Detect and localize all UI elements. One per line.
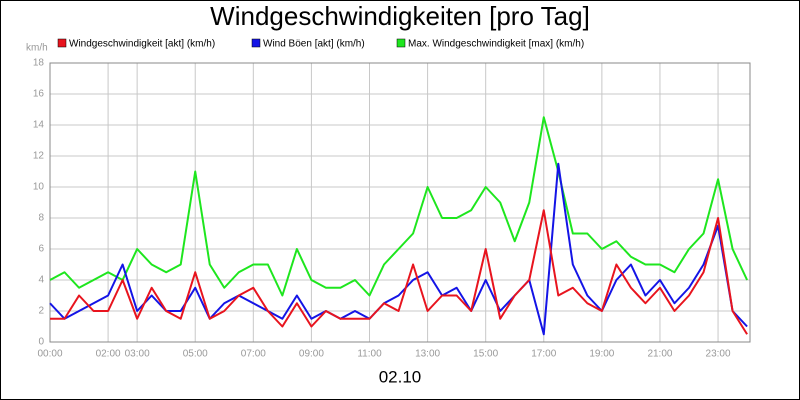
plot-area: [50, 63, 750, 342]
legend-label: Max. Windgeschwindigkeit [max] (km/h): [408, 39, 584, 50]
y-tick-label: 6: [38, 244, 44, 255]
legend-label: Wind Böen [akt] (km/h): [263, 39, 365, 50]
y-tick-label: 18: [33, 58, 45, 69]
series-line: [50, 209, 748, 335]
legend-swatch: [251, 38, 261, 48]
y-tick-label: 8: [38, 213, 44, 224]
x-tick-label: 13:00: [415, 349, 440, 360]
x-tick-label: 15:00: [473, 349, 498, 360]
legend-label: Windgeschwindigkeit [akt] (km/h): [69, 39, 215, 50]
plot-border: [49, 62, 751, 343]
y-tick-label: 0: [38, 337, 44, 348]
chart-title: Windgeschwindigkeiten [pro Tag]: [210, 1, 590, 31]
y-tick-label: 14: [33, 120, 45, 131]
x-tick-label: 17:00: [531, 349, 556, 360]
y-tick-label: 4: [38, 275, 44, 286]
y-tick-label: 16: [33, 89, 45, 100]
x-tick-label: 19:00: [589, 349, 614, 360]
x-tick-label: 11:00: [357, 349, 382, 360]
x-tick-label: 21:00: [647, 349, 672, 360]
x-tick-label: 00:00: [37, 349, 62, 360]
legend-swatch: [57, 38, 67, 48]
y-tick-label: 10: [33, 182, 45, 193]
x-tick-label: 05:00: [183, 349, 208, 360]
x-tick-label: 09:00: [299, 349, 324, 360]
x-tick-label: 23:00: [706, 349, 731, 360]
x-axis-label: 02.10: [379, 367, 422, 386]
x-tick-label: 07:00: [241, 349, 266, 360]
x-tick-label: 02:00: [96, 349, 121, 360]
x-tick-label: 03:00: [125, 349, 150, 360]
series-line: [49, 116, 749, 297]
y-axis-label: km/h: [26, 43, 48, 54]
y-tick-label: 2: [38, 306, 44, 317]
legend-swatch: [396, 38, 406, 48]
y-tick-label: 12: [33, 151, 45, 162]
